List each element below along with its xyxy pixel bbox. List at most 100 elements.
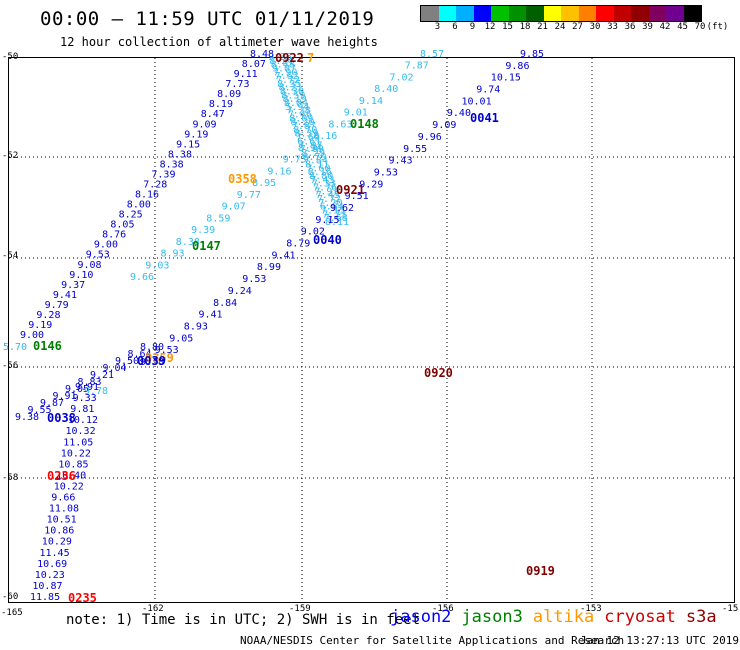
wave-height-value: 8.35 [277,79,301,90]
wave-height-value: 9.09 [193,119,217,130]
wave-height-value: 9.85 [520,49,544,60]
wave-height-value: 9.21 [90,370,114,381]
wave-height-value: 9.09 [432,120,456,131]
wave-height-value: 9.08 [78,260,102,271]
wave-height-value: 8.76 [102,230,126,241]
satellite-name: jason2 [390,607,452,627]
wave-height-value: 10.29 [42,537,72,548]
legend-swatch [666,6,684,21]
satellite-name: cryosat [604,607,676,627]
pass-time-label: 0148 [350,117,379,131]
wave-height-value: 9.66 [130,272,154,283]
wave-height-value: 9.19 [184,129,208,140]
pass-time-label: 0041 [470,111,499,125]
wave-height-value: 9.50 [115,356,139,367]
legend-swatch [438,6,456,21]
generation-timestamp: Jan 12 13:27:13 UTC 2019 [580,634,739,647]
wave-height-value: 11.45 [40,548,70,559]
wave-height-value: 9.10 [69,270,93,281]
wave-height-value: 7.73 [225,79,249,90]
wave-height-value: 8.70 [293,125,317,136]
wave-height-value: 9.53 [242,274,266,285]
wave-height-value: 6.84 [320,202,344,213]
wave-height-value: 10.12 [68,415,98,426]
wave-height-value: 11.08 [49,504,79,515]
wave-height-value: 8.79 [286,239,310,250]
pass-time-labels: 0922 700410148035809210040014701460359003… [33,51,555,605]
wave-height-value: 8.79 [303,152,327,163]
wave-height-value: 8.93 [161,249,185,260]
wave-height-value: 9.41 [53,290,77,301]
legend-label: 18 [519,22,531,32]
wave-height-value: 9.01 [344,108,368,119]
wave-height-value: 8.16 [135,190,159,201]
wave-height-value: 7.62 [275,71,299,82]
wave-height-value: 9.03 [145,260,169,271]
wave-height-value: 9.53 [86,250,110,261]
altimeter-tracks: 9.358.248.489.077.907.627.728.358.218.30… [3,49,544,603]
legend-label: 42 [659,22,671,32]
wave-height-value: 9.77 [237,190,261,201]
wave-height-value: 8.38 [176,237,200,248]
legend-label: 33 [607,22,618,32]
wave-height-value: 8.25 [119,210,143,221]
wave-height-value: 9.91 [75,382,99,393]
wave-height-value: 10.85 [58,459,88,470]
wave-height-value: 7.28 [143,180,167,191]
wave-height-value: 7.60 [306,163,330,174]
lon-label: -153 [580,604,602,614]
wave-height-value: 8.83 [78,377,102,388]
pass-time-label: 0235 [68,591,97,605]
wave-height-value: 7.91 [314,186,338,197]
wave-height-value: 9.05 [65,384,89,395]
wave-height-value: 10.23 [35,570,65,581]
wave-height-value: 10.22 [61,448,91,459]
legend-swatch [421,6,439,21]
wave-height-value: 8.95 [252,178,276,189]
wave-height-value: 8.48 [271,60,295,71]
wave-height-value: 9.15 [315,215,339,226]
color-scale-legend [420,5,702,22]
legend-swatch [456,6,474,21]
wave-height-value: 8.09 [289,113,313,124]
wave-height-value: 9.55 [403,144,427,155]
wave-height-value: 8.16 [308,167,332,178]
wave-height-value: 8.48 [250,49,274,60]
legend-label: 12 [484,22,496,32]
wave-height-value: 9.81 [70,404,94,415]
satellite-name: s3a [685,607,717,627]
wave-height-value: 10.01 [462,96,492,107]
wave-height-value: 7.72 [317,194,341,205]
wave-height-value: 10.69 [37,559,67,570]
pass-time-label: 0919 [526,564,555,578]
pass-time-label: 0358 [228,172,257,186]
legend-swatch [508,6,526,21]
wave-height-value: 9.53 [374,168,398,179]
wave-height-value: 7.73 [322,209,346,220]
wave-height-value: 10.51 [47,515,77,526]
wave-height-value: 8.59 [281,90,305,101]
legend-swatch [526,6,544,21]
wave-height-value: 9.02 [301,227,325,238]
wave-height-value: 9.41 [199,310,223,321]
legend-label: (ft) [706,22,729,32]
wave-height-value: 9.14 [359,96,383,107]
wave-height-value: 7.39 [151,169,175,180]
wave-height-value: 8.59 [206,213,230,224]
legend-label: 39 [642,22,653,32]
wave-height-value: 8.09 [217,89,241,100]
wave-height-value: 9.55 [28,405,52,416]
legend-label: 3 [434,22,441,32]
lon-label: -156 [432,604,454,614]
wave-height-value: 8.99 [257,262,281,273]
wave-height-value: 7.68 [324,213,348,224]
wave-height-value: 9.73 [283,155,307,166]
wave-height-value: 7.20 [318,198,342,209]
wave-height-value: 9.11 [234,69,258,80]
legend-label: 6 [452,22,458,32]
pass-time-label: 7 [307,51,314,65]
wave-height-value: 8.57 [420,49,444,60]
wave-height-value: 9.38 [15,412,39,423]
wave-height-value: 9.39 [191,225,215,236]
